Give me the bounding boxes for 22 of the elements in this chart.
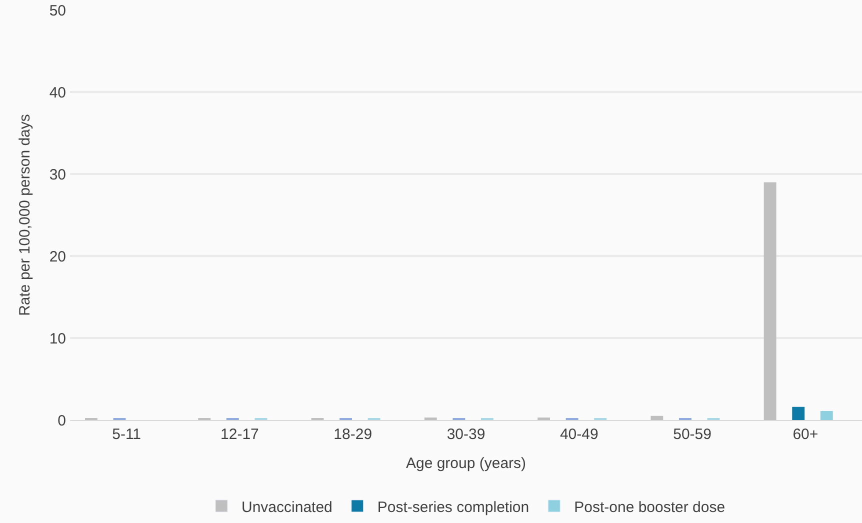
bar [650, 416, 664, 420]
y-tick-label: 10 [49, 330, 66, 348]
bar [820, 410, 833, 420]
x-tick-label: 5-11 [112, 426, 142, 443]
y-tick-label: 50 [49, 2, 66, 20]
legend-label: Unvaccinated [242, 498, 332, 516]
x-axis-title: Age group (years) [406, 455, 526, 472]
y-tick-label: 0 [58, 412, 66, 430]
y-tick-label: 30 [49, 166, 66, 184]
x-tick-label: 40-49 [560, 426, 598, 443]
y-tick-label: 40 [49, 84, 66, 102]
legend-label: Post-one booster dose [574, 498, 726, 516]
x-tick-label: 12-17 [220, 426, 259, 443]
bar [792, 406, 805, 420]
legend-label: Post-series completion [377, 498, 530, 516]
x-tick-label: 30-39 [446, 426, 486, 443]
y-tick-label: 20 [49, 248, 66, 266]
x-tick-label: 50-59 [673, 426, 712, 443]
x-tick-label: 60+ [792, 426, 818, 443]
y-axis-title: Rate per 100,000 person days [16, 114, 34, 316]
bar [764, 182, 776, 420]
x-tick-label: 18-29 [334, 426, 372, 443]
